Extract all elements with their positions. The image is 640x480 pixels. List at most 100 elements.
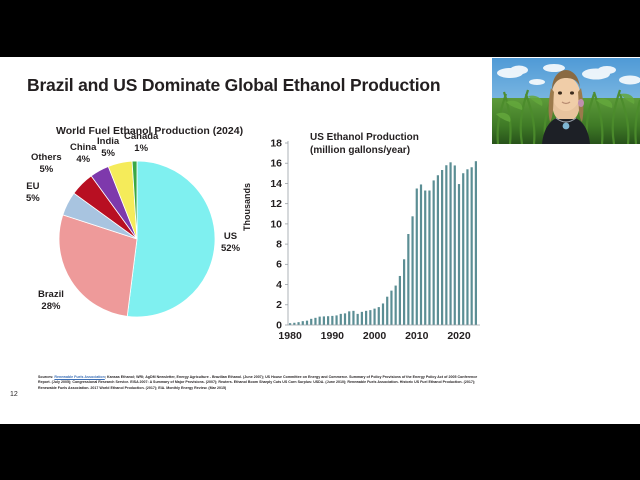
bar-chart-bar [398, 275, 401, 325]
bar-chart-bar [322, 316, 325, 325]
presenter-hair-top [552, 70, 580, 90]
bar-chart-x-tick-label: 1990 [321, 330, 345, 342]
pie-label-others: Others 5% [31, 152, 62, 175]
bar-chart-bar [424, 190, 427, 325]
bar-chart-bar [390, 290, 393, 325]
pie-slice-us [126, 160, 216, 318]
pie-label-india-name: India [97, 136, 120, 147]
bar-chart-bar [428, 190, 431, 325]
pie-label-brazil: Brazil 28% [38, 289, 64, 312]
pie-label-canada-name: Canada [124, 131, 159, 142]
bar-chart-bar [436, 175, 439, 325]
sources-rest: ; Kansas Ethanol; WRI; AgDM Newsletter, … [38, 375, 478, 390]
bar-chart-bar [466, 169, 469, 325]
bar-chart-bar [457, 184, 461, 325]
bar-chart-bar [318, 316, 321, 325]
presenter-webcam-overlay[interactable] [492, 58, 640, 144]
bar-chart-bar [449, 162, 452, 325]
bar-chart-y-tick-label: 18 [270, 137, 282, 149]
pie-label-canada-value: 1% [134, 142, 149, 154]
bar-chart-y-tick-label: 16 [270, 158, 282, 170]
bar-chart-bar [293, 322, 296, 325]
bar-chart-bar [462, 173, 465, 325]
pie-label-india-value: 5% [101, 147, 115, 159]
bar-chart-x-tick-label: 2010 [405, 330, 429, 342]
bar-chart-title-line1: US Ethanol Production [310, 132, 419, 143]
pie-label-eu-name: EU [26, 181, 40, 192]
pie-chart-panel: World Fuel Ethanol Production (2024) Can… [18, 125, 258, 365]
bar-chart-x-tick-label: 1980 [278, 330, 302, 342]
page-title: Brazil and US Dominate Global Ethanol Pr… [27, 75, 441, 95]
presenter-hair-left [548, 88, 554, 122]
bar-chart-bar [470, 167, 473, 325]
bar-chart-x-tick-label: 2000 [363, 330, 387, 342]
bar-chart-y-tick-label: 12 [270, 198, 282, 210]
bar-chart-bar [474, 161, 477, 325]
bar-chart-y-tick-label: 6 [276, 259, 282, 271]
presenter-eye-left [558, 91, 562, 95]
pie-label-us-value: 52% [221, 242, 241, 254]
bar-chart-bar [381, 303, 385, 325]
pie-label-china-name: China [70, 142, 97, 153]
sources-link-renewable-fuels-association[interactable]: Renewable Fuels Association [54, 375, 105, 379]
presenter-mouth [561, 101, 571, 105]
bar-chart-y-tick-label: 4 [276, 279, 282, 291]
pie-svg [58, 160, 216, 318]
bar-chart-bar [335, 315, 338, 325]
presenter-necklace-chain [555, 117, 577, 123]
bar-chart-y-tick-label: 0 [276, 319, 282, 331]
bar-chart-bar [369, 310, 372, 325]
bar-chart-bar [327, 316, 330, 325]
bar-chart-bar [411, 216, 414, 325]
presenter-earring [578, 99, 584, 107]
bar-chart-bar [343, 313, 347, 325]
bar-chart-bar [445, 165, 448, 325]
bar-chart-bar [373, 308, 376, 325]
corn-leaf-blades [496, 93, 635, 122]
bar-chart-y-tick-label: 14 [270, 178, 282, 190]
bar-chart-title: US Ethanol Production (million gallons/y… [310, 131, 419, 157]
pie-label-us-name: US [223, 231, 238, 242]
bar-chart-bar [386, 296, 389, 325]
bar-chart-bar [419, 184, 423, 325]
presenter-necklace-pendant [562, 122, 570, 130]
bar-chart-y-axis-label: Thousands [242, 183, 252, 232]
bar-chart-bar [301, 321, 304, 325]
pie-label-others-name: Others [31, 152, 62, 163]
bar-chart-bar [407, 234, 410, 325]
bar-chart-y-tick-label: 8 [276, 239, 282, 251]
bar-chart-bars [289, 161, 477, 325]
slide-page-number: 12 [10, 391, 18, 398]
bar-chart-x-tick-label: 2020 [447, 330, 471, 342]
presenter-torso [542, 116, 590, 144]
pie-label-brazil-name: Brazil [38, 289, 64, 300]
bar-chart-bar [403, 259, 406, 325]
pie-label-china: China 4% [70, 142, 96, 165]
bar-chart-bar [365, 310, 368, 325]
presenter-figure [542, 70, 590, 144]
bar-chart-svg: 0 2 4 6 8 10 12 14 16 18 1980 1990 2000 2010 2020 [270, 137, 480, 342]
pie-slices [58, 160, 216, 318]
presenter-eye-right [570, 91, 574, 95]
pie-label-india: India 5% [97, 136, 119, 159]
bar-chart-x-ticks: 1980 1990 2000 2010 2020 [278, 324, 480, 342]
pie-label-others-value: 5% [39, 163, 54, 175]
pie-label-china-value: 4% [76, 153, 91, 165]
sources-prefix: Sources: [38, 375, 55, 379]
bar-chart-bar [377, 307, 380, 325]
bar-chart-bar [453, 165, 456, 325]
bar-chart-bar [289, 323, 292, 325]
bar-chart-bar [360, 311, 363, 325]
cloud-shapes [497, 64, 640, 85]
bar-chart-bar [331, 315, 334, 325]
bar-chart-bar [441, 170, 444, 325]
pie-label-brazil-value: 28% [41, 300, 61, 312]
bar-chart-bar [314, 317, 317, 325]
pie-label-canada: Canada 1% [124, 131, 158, 154]
bar-chart-bar [394, 285, 397, 325]
pie-label-eu: EU 5% [26, 181, 40, 204]
bar-chart-y-ticks: 0 2 4 6 8 10 12 14 16 18 [270, 137, 289, 331]
bar-chart-bar [310, 318, 313, 325]
bar-chart-panel: Thousands US Ethanol Production (million… [242, 129, 483, 369]
